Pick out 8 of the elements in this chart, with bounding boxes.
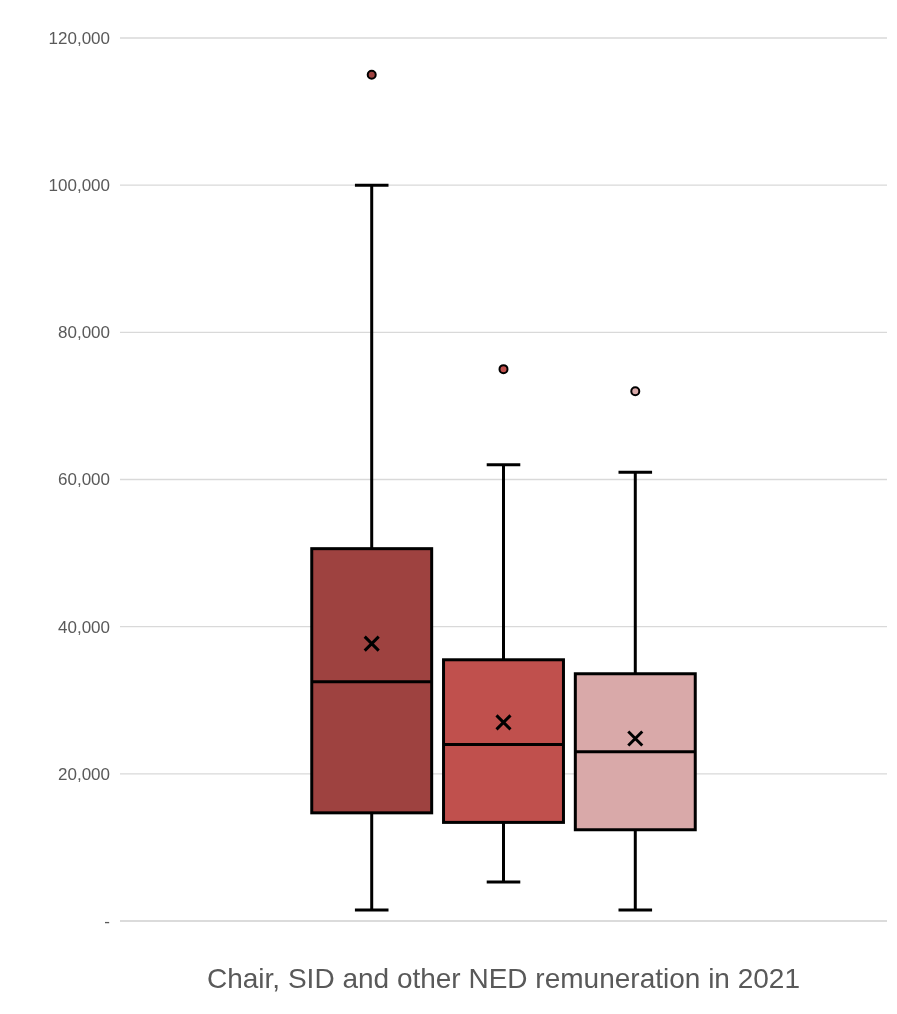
y-tick-label: 40,000 (58, 617, 110, 637)
y-tick-label: 60,000 (58, 470, 110, 490)
y-tick-label: 120,000 (48, 28, 110, 48)
y-tick-label: - (104, 911, 110, 931)
text: Chair, SID and other NED remuneration in 2021 (207, 963, 800, 994)
y-tick-label: 80,000 (58, 323, 110, 343)
y-tick-label: 20,000 (58, 764, 110, 784)
y-tick-label: 100,000 (48, 176, 110, 196)
